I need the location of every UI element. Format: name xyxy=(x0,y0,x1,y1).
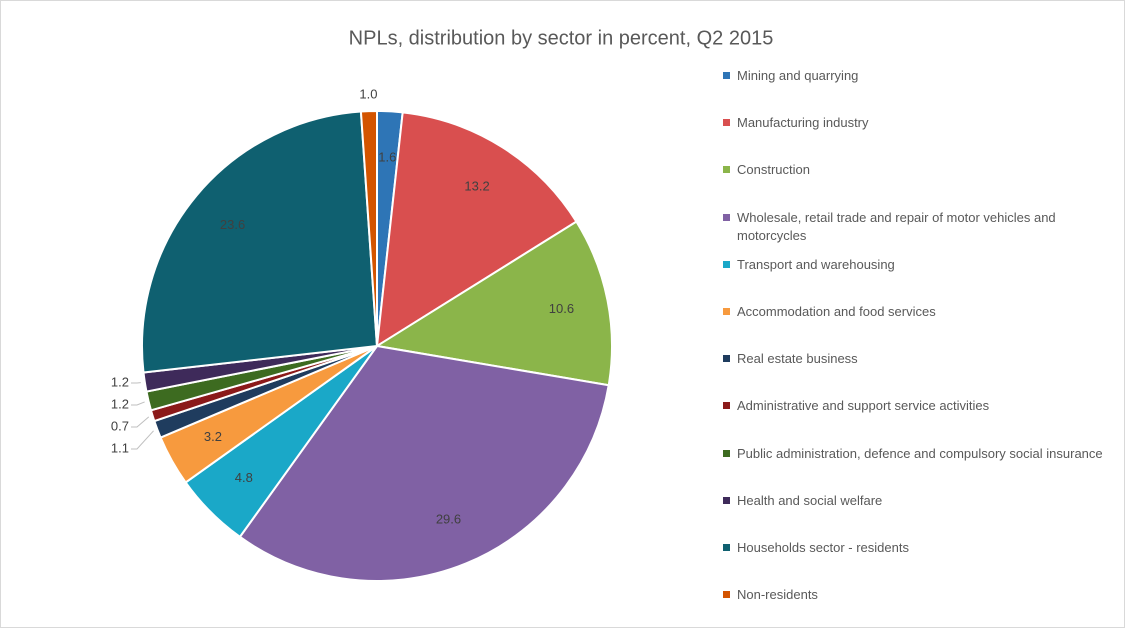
data-label: 23.6 xyxy=(220,217,245,232)
data-label: 4.8 xyxy=(235,470,253,485)
pie-slice xyxy=(141,110,379,374)
legend-label: Public administration, defence and compu… xyxy=(737,445,1103,461)
pie-slice xyxy=(238,344,610,582)
legend-swatch xyxy=(723,544,730,551)
legend-label: Wholesale, retail trade and repair of mo… xyxy=(737,209,1056,243)
data-label: 1.2 xyxy=(111,396,129,411)
legend-item: Non-residents xyxy=(723,586,1115,604)
leader-line xyxy=(131,416,150,428)
legend-item: Administrative and support service activ… xyxy=(723,397,1115,415)
data-label: 3.2 xyxy=(204,429,222,444)
legend-label: Transport and warehousing xyxy=(737,256,895,272)
legend-item: Real estate business xyxy=(723,350,1115,368)
legend-label: Real estate business xyxy=(737,351,858,367)
leader-line xyxy=(131,430,154,450)
legend-label: Households sector - residents xyxy=(737,540,909,555)
legend-item: Health and social welfare xyxy=(723,492,1115,510)
legend-label: Administrative and support service activ… xyxy=(737,398,990,414)
legend-label: Mining and quarrying xyxy=(737,68,859,83)
legend-swatch xyxy=(723,72,730,79)
pie-slice xyxy=(374,220,613,387)
chart-title: NPLs, distribution by sector in percent,… xyxy=(349,27,774,49)
legend-item: Households sector - residents xyxy=(723,539,1115,557)
data-label: 1.1 xyxy=(111,440,129,455)
data-label: 1.0 xyxy=(359,87,377,102)
legend-label: Non-residents xyxy=(737,587,818,603)
legend-label: Health and social welfare xyxy=(737,492,883,508)
legend-swatch xyxy=(723,591,730,599)
data-label: 1.6 xyxy=(378,150,396,165)
pie-slice xyxy=(359,109,378,347)
legend-item: Wholesale, retail trade and repair of mo… xyxy=(723,209,1115,245)
legend-item: Transport and warehousing xyxy=(723,256,1115,274)
legend-item: Public administration, defence and compu… xyxy=(723,445,1115,463)
legend-label: Manufacturing industry xyxy=(737,115,869,131)
pie-slice xyxy=(375,111,578,348)
legend-swatch xyxy=(723,496,730,504)
legend-swatch xyxy=(723,449,730,457)
data-label: 29.6 xyxy=(436,511,461,526)
data-label: 1.2 xyxy=(111,374,129,389)
legend-swatch xyxy=(723,308,730,315)
data-label: 10.6 xyxy=(549,301,574,316)
legend-swatch xyxy=(723,119,730,127)
legend-label: Construction xyxy=(737,162,810,178)
legend-item: Mining and quarrying xyxy=(723,67,1115,85)
data-label: 0.7 xyxy=(111,418,129,433)
legend-item: Construction xyxy=(723,161,1115,179)
legend-swatch xyxy=(723,166,730,174)
legend-label: Accommodation and food services xyxy=(737,304,936,319)
legend-item: Manufacturing industry xyxy=(723,114,1115,132)
legend-item: Accommodation and food services xyxy=(723,303,1115,321)
legend-swatch xyxy=(723,260,730,268)
leader-line xyxy=(131,401,145,406)
legend-swatch xyxy=(723,213,730,221)
data-label: 13.2 xyxy=(464,178,489,193)
legend-swatch xyxy=(723,402,730,410)
legend-swatch xyxy=(723,355,730,363)
